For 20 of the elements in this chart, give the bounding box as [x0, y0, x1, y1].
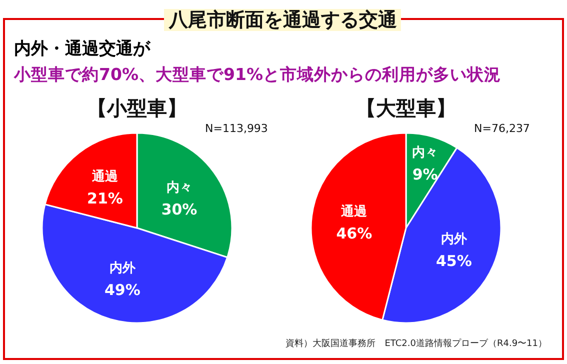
slice-label: 内々 — [166, 180, 192, 196]
data-label: 49% — [104, 281, 140, 300]
data-label: 45% — [436, 252, 472, 270]
chart-title: 【小型車】 — [87, 96, 187, 120]
slice-label: 内々 — [412, 145, 438, 160]
slice-label: 通過 — [90, 168, 119, 185]
data-label: 9% — [412, 165, 438, 184]
slice-label: 通過 — [340, 203, 368, 220]
slice-label: 内外 — [440, 232, 468, 247]
text: 小型車で約70%、大型車で91%と市域外からの利用が多い状況 — [13, 65, 501, 84]
text: 資料）大阪国道事務所 ETC2.0道路情報プローブ（R4.9〜11） — [286, 338, 547, 349]
data-label: 30% — [161, 200, 198, 218]
text: N=76,237 — [474, 122, 530, 135]
data-label: 21% — [87, 190, 123, 208]
data-label: 46% — [336, 224, 372, 242]
slice-label: 内外 — [109, 261, 136, 276]
chart-title: 【大型車】 — [356, 96, 456, 120]
text: 八尾市断面を通過する交通 — [168, 9, 397, 31]
text: N=113,993 — [205, 122, 268, 135]
text: 内外・通過交通が — [14, 39, 151, 59]
